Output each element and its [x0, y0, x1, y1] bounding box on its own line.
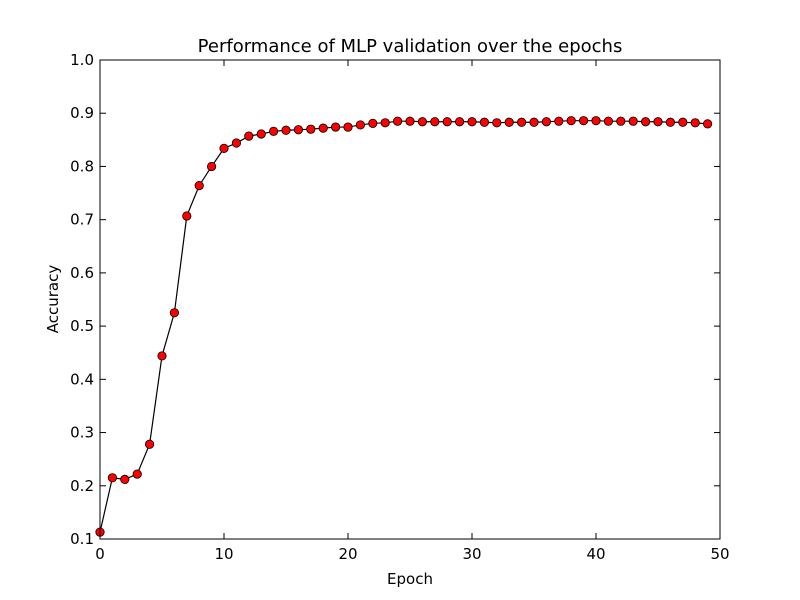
data-point	[182, 211, 192, 221]
data-point	[616, 116, 626, 126]
data-point	[479, 117, 489, 127]
x-axis-ticks: 0 10 20 30 40 50	[95, 60, 730, 563]
data-point	[355, 120, 365, 130]
y-axis-ticks: 0.1 0.2 0.3 0.4 0.5 0.6 0.7 0.8 0.9 1.0	[70, 51, 720, 548]
data-point	[628, 116, 638, 126]
data-point	[293, 125, 303, 135]
data-point	[467, 117, 477, 127]
data-point	[380, 118, 390, 128]
x-tick-label: 10	[214, 545, 233, 563]
data-point	[343, 122, 353, 132]
data-point	[417, 117, 427, 127]
x-tick-label: 30	[462, 545, 481, 563]
data-point	[529, 117, 539, 127]
data-point	[392, 116, 403, 126]
data-point	[207, 161, 217, 172]
data-point	[566, 116, 576, 126]
data-point	[132, 469, 142, 479]
data-point	[640, 117, 651, 127]
series-layer	[95, 116, 713, 537]
data-point	[405, 116, 415, 126]
data-point	[430, 117, 440, 127]
chart-title: Performance of MLP validation over the e…	[198, 36, 623, 57]
data-point	[330, 122, 341, 132]
y-axis-label: Accuracy	[44, 265, 62, 334]
y-tick-label: 0.5	[70, 317, 94, 335]
data-point	[504, 117, 514, 127]
data-point	[653, 117, 663, 127]
data-point	[591, 116, 601, 126]
data-point	[492, 118, 502, 128]
data-point	[169, 308, 179, 318]
data-point	[442, 117, 452, 127]
x-tick-label: 50	[710, 545, 729, 563]
y-tick-label: 0.9	[70, 104, 94, 122]
data-point	[281, 125, 291, 135]
data-point	[145, 439, 155, 449]
data-point	[690, 118, 700, 128]
data-point	[541, 117, 552, 127]
y-tick-label: 0.1	[70, 530, 94, 548]
data-point	[107, 473, 118, 483]
data-point	[368, 118, 378, 128]
data-point	[702, 119, 713, 129]
y-tick-label: 0.6	[70, 264, 94, 282]
x-tick-label: 0	[95, 545, 105, 563]
data-point	[120, 474, 130, 484]
data-point	[454, 117, 465, 127]
y-tick-label: 0.4	[70, 370, 94, 388]
x-tick-label: 20	[338, 545, 357, 563]
accuracy-line	[99, 120, 708, 533]
data-point	[516, 117, 527, 127]
plot-frame	[99, 59, 721, 540]
data-point	[578, 116, 589, 126]
data-point	[231, 138, 241, 148]
data-point	[306, 124, 316, 134]
data-point	[665, 117, 676, 127]
x-tick-label: 40	[586, 545, 605, 563]
x-axis-label: Epoch	[387, 570, 433, 588]
y-tick-label: 0.3	[70, 424, 94, 442]
y-tick-label: 1.0	[70, 51, 94, 69]
y-tick-label: 0.7	[70, 211, 94, 229]
data-point	[678, 117, 688, 127]
data-point	[219, 143, 229, 153]
y-tick-label: 0.8	[70, 157, 94, 175]
data-point	[244, 131, 254, 141]
data-point	[256, 129, 266, 139]
data-point	[603, 116, 614, 126]
data-point	[268, 126, 279, 136]
y-tick-label: 0.2	[70, 477, 94, 495]
data-point	[157, 351, 167, 361]
data-point	[318, 123, 328, 133]
data-point	[194, 181, 204, 191]
data-point	[554, 116, 564, 126]
